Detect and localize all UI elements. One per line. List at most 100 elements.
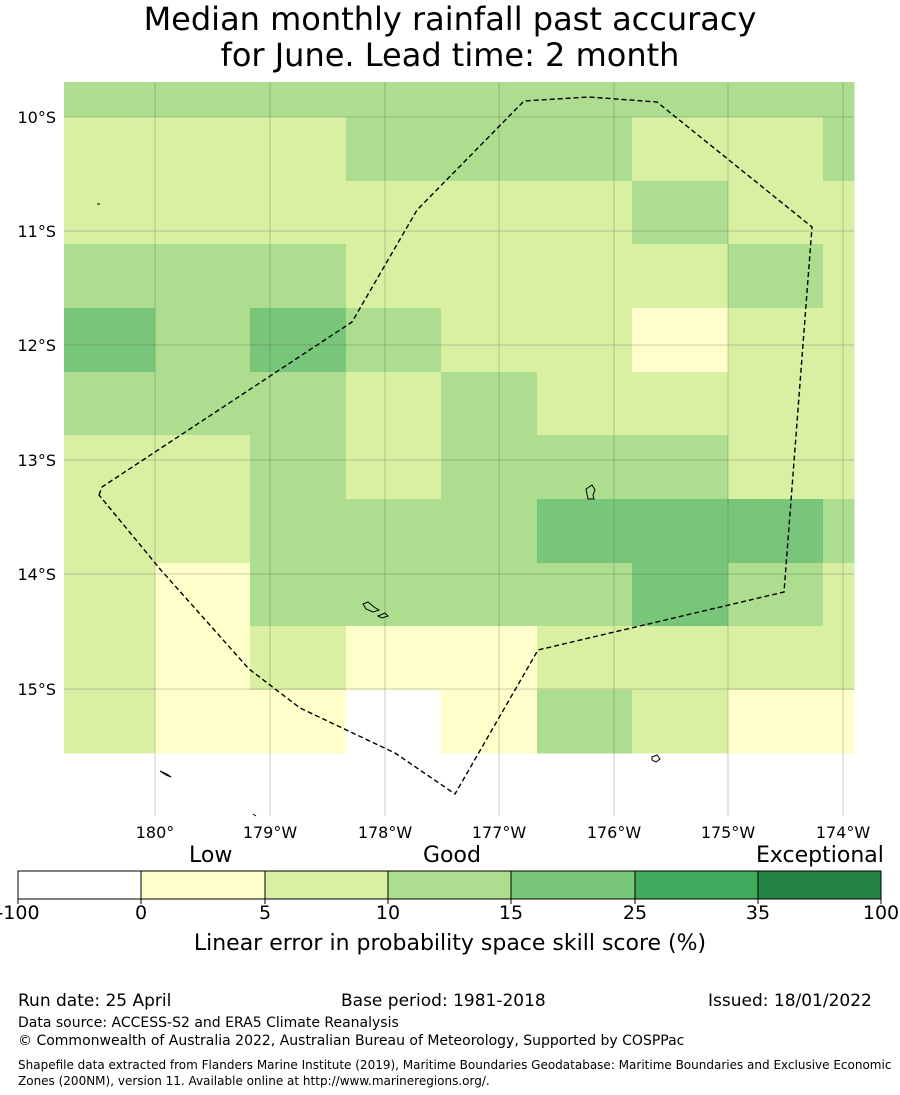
skill-cell [346, 308, 442, 373]
skill-cell [823, 690, 855, 754]
skill-cell [64, 435, 156, 500]
skill-cell [64, 181, 156, 245]
map-title-line-2: for June. Lead time: 2 month [220, 36, 680, 74]
skill-cell [250, 626, 347, 691]
skill-cell [632, 372, 729, 436]
run-date: Run date: 25 April [18, 991, 172, 1011]
skill-cell [823, 372, 855, 436]
skill-cell [64, 563, 156, 627]
skill-cell [441, 499, 538, 564]
skill-cell [441, 372, 538, 436]
skill-cell [64, 626, 156, 691]
colorbar-swatch [757, 870, 882, 900]
skill-cell [155, 499, 251, 564]
skill-cell [346, 435, 442, 500]
skill-cell [64, 690, 156, 754]
eez-boundary [98, 96, 813, 796]
graticule [64, 82, 854, 816]
colorbar-tick: 5 [258, 902, 272, 924]
skill-cell [823, 82, 855, 118]
longitude-label: 174°W [816, 823, 871, 842]
skill-cell [250, 690, 347, 754]
colorbar [17, 870, 882, 904]
skill-cell [155, 244, 251, 309]
skill-grid [64, 82, 855, 754]
skill-cell [155, 626, 251, 691]
skill-cell [346, 563, 442, 627]
skill-cell [823, 563, 855, 627]
skill-cell [823, 181, 855, 245]
longitude-label: 177°W [472, 823, 527, 842]
colorbar-swatch [264, 870, 389, 900]
skill-cell [823, 499, 855, 564]
skill-cell [64, 372, 156, 436]
skill-cell [823, 244, 855, 309]
latitude-label: 10°S [17, 108, 56, 127]
longitude-label: 180° [136, 823, 175, 842]
skill-cell [728, 499, 824, 564]
skill-cell [346, 181, 442, 245]
skill-cell [728, 117, 824, 182]
skill-cell [441, 435, 538, 500]
skill-cell [64, 117, 156, 182]
longitude-label: 179°W [243, 823, 298, 842]
colorbar-swatch [140, 870, 266, 900]
skill-cell [728, 244, 824, 309]
skill-cell [441, 244, 538, 309]
skill-cell [823, 435, 855, 500]
colorbar-tick: 25 [622, 902, 648, 924]
skill-cell [250, 563, 347, 627]
colorbar-tick: 15 [498, 902, 524, 924]
skill-cell [346, 499, 442, 564]
latitude-labels: 10°S 11°S 12°S 13°S 14°S 15°S [17, 108, 56, 699]
skill-cell [632, 181, 729, 245]
skill-cell [632, 690, 729, 754]
skill-cell [346, 82, 442, 118]
skill-cell [250, 308, 347, 373]
skill-cell [346, 117, 442, 182]
skill-cell [632, 117, 729, 182]
island-outline [376, 612, 389, 619]
skill-cell [64, 244, 156, 309]
colorbar-label-good: Good [423, 843, 481, 868]
latitude-label: 14°S [17, 565, 56, 584]
skill-cell [441, 82, 538, 118]
skill-cell [537, 690, 633, 754]
longitude-label: 175°W [701, 823, 756, 842]
skill-cell [250, 499, 347, 564]
skill-cell [441, 181, 538, 245]
skill-cell [632, 626, 729, 691]
skill-cell [728, 563, 824, 627]
colorbar-swatch [17, 870, 142, 900]
skill-cell [441, 563, 538, 627]
skill-cell [155, 435, 251, 500]
skill-cell [346, 690, 442, 754]
longitude-label: 178°W [358, 823, 413, 842]
skill-cell [441, 308, 538, 373]
longitude-label: 176°W [587, 823, 642, 842]
issued-date: Issued: 18/01/2022 [708, 991, 872, 1011]
skill-cell [823, 117, 855, 182]
island-outline [362, 601, 381, 613]
skill-cell [250, 435, 347, 500]
skill-cell [250, 117, 347, 182]
skill-cell [537, 372, 633, 436]
longitude-labels: 180° 179°W 178°W 177°W 176°W 175°W 174°W [136, 823, 871, 842]
skill-cell [441, 690, 538, 754]
colorbar-label-exceptional: Exceptional [756, 843, 884, 868]
skill-cell [155, 82, 251, 118]
skill-cell [537, 499, 633, 564]
island-outline [585, 484, 596, 500]
skill-cell [155, 308, 251, 373]
skill-cell [155, 563, 251, 627]
skill-cell [728, 308, 824, 373]
island-outline [159, 770, 172, 778]
skill-cell [728, 372, 824, 436]
island-outline [651, 754, 661, 763]
copyright: © Commonwealth of Australia 2022, Austra… [18, 1033, 685, 1049]
latitude-label: 13°S [17, 451, 56, 470]
colorbar-label-low: Low [189, 843, 233, 868]
skill-cell [632, 244, 729, 309]
colorbar-swatch [634, 870, 759, 900]
latitude-label: 11°S [17, 222, 56, 241]
